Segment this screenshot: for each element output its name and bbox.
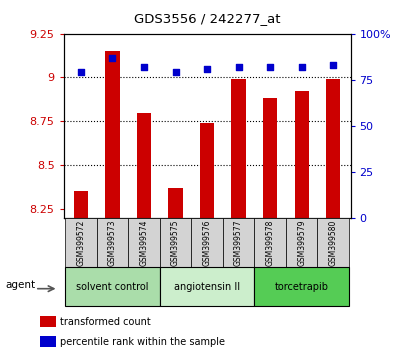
Point [140,64,147,70]
Bar [254,267,348,306]
Text: GSM399572: GSM399572 [76,219,85,266]
Text: GSM399573: GSM399573 [108,219,117,266]
Text: agent: agent [5,280,35,290]
Bar [137,113,151,218]
Point [109,55,115,61]
Bar [168,188,182,218]
Bar [160,218,191,267]
Text: GSM399575: GSM399575 [171,219,180,266]
Bar [231,79,245,218]
Text: torcetrapib: torcetrapib [274,282,328,292]
Bar [97,218,128,267]
Text: solvent control: solvent control [76,282,148,292]
Point [298,64,304,70]
Text: GSM399580: GSM399580 [328,219,337,266]
Bar [65,267,160,306]
Bar [254,218,285,267]
Bar [74,192,88,218]
Point [235,64,241,70]
Text: percentile rank within the sample: percentile rank within the sample [60,337,224,347]
Point [266,64,273,70]
Bar [263,98,276,218]
Point [77,69,84,75]
Bar [285,218,317,267]
Text: GSM399578: GSM399578 [265,219,274,266]
Bar [222,218,254,267]
Bar [160,267,254,306]
Point [172,69,178,75]
Bar [325,79,339,218]
Bar [200,123,213,218]
Text: GDS3556 / 242277_at: GDS3556 / 242277_at [133,12,280,25]
Bar [294,91,308,218]
Bar [128,218,160,267]
Text: GSM399579: GSM399579 [297,219,306,266]
Point [329,62,336,68]
Text: transformed count: transformed count [60,316,150,327]
Text: GSM399574: GSM399574 [139,219,148,266]
Text: GSM399576: GSM399576 [202,219,211,266]
Point [203,66,210,72]
Bar [317,218,348,267]
Text: GSM399577: GSM399577 [234,219,243,266]
Bar [65,218,97,267]
Bar [191,218,222,267]
Bar [40,316,56,327]
Text: angiotensin II: angiotensin II [173,282,240,292]
Bar [40,336,56,347]
Bar [105,51,119,218]
